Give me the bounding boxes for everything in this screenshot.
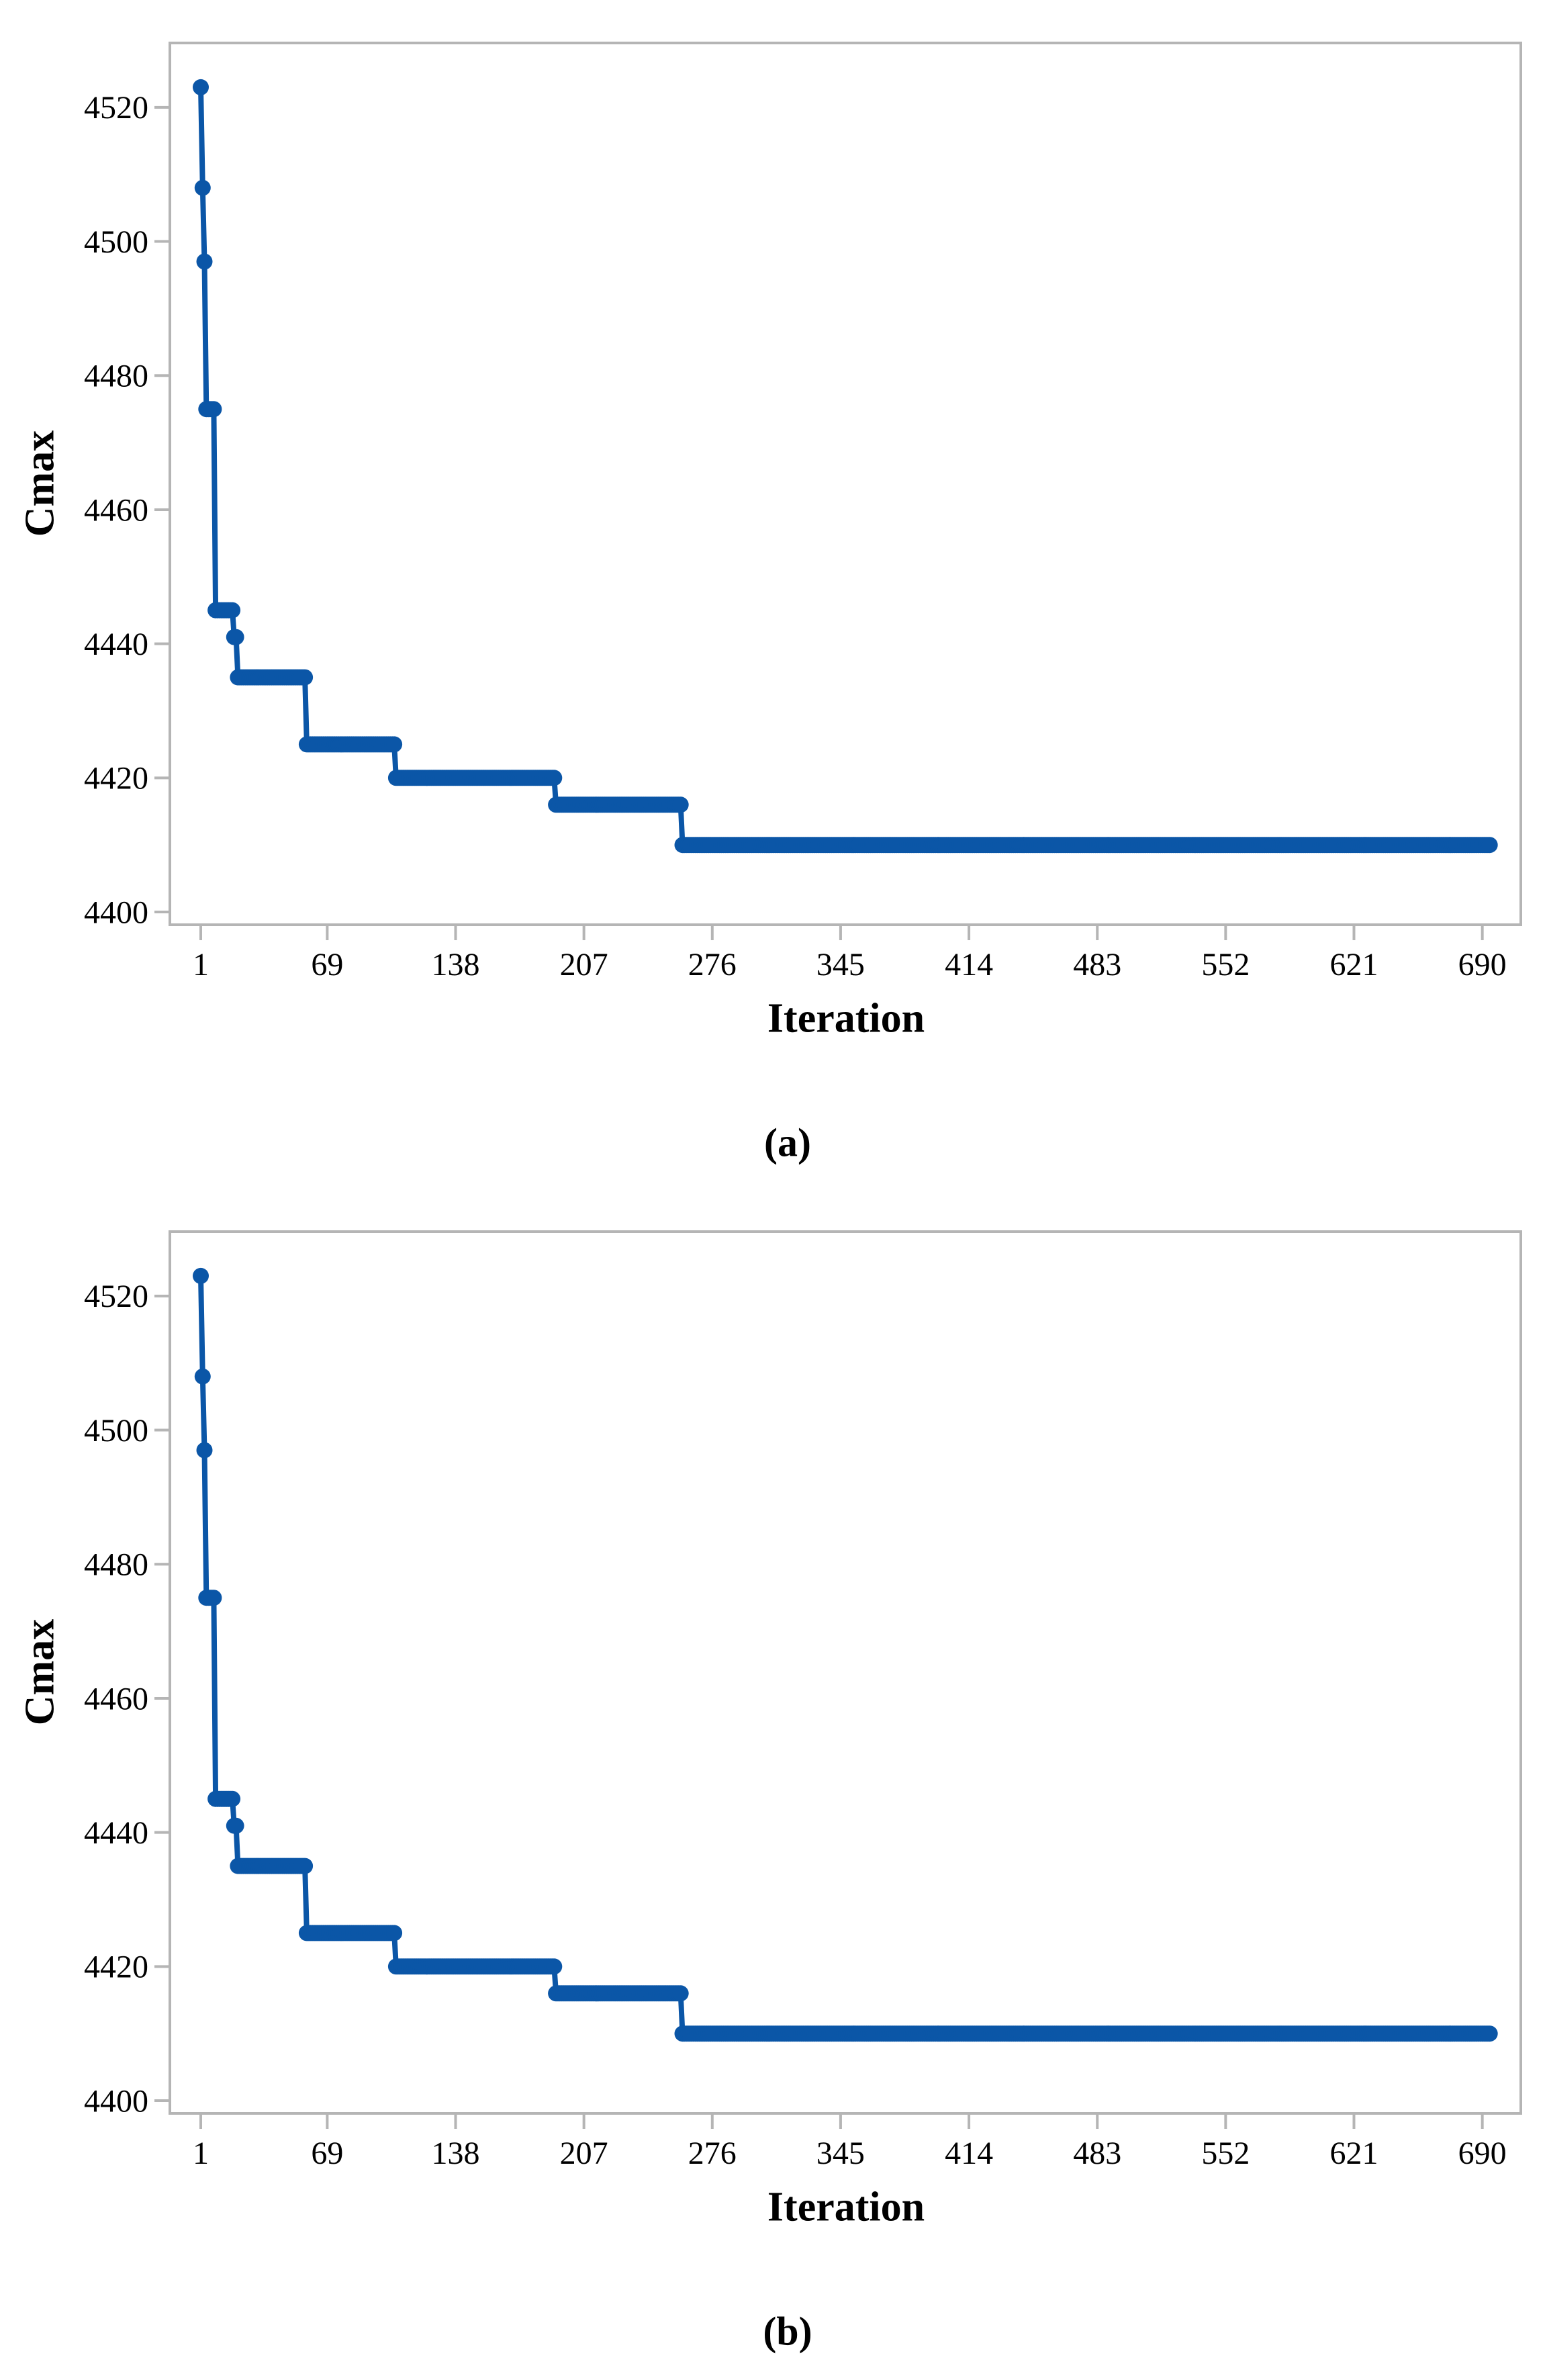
- plot-border: [169, 42, 1522, 926]
- chart-a-x-axis-title: Iteration: [767, 995, 925, 1042]
- x-axis: 1 69 138 207 276 345 414 483 552 621 690: [193, 2113, 1507, 2171]
- y-tick-label: 4460: [84, 492, 148, 528]
- y-axis: 4400 4420 4440 4460 4480 4500 4520: [84, 1279, 170, 2119]
- data-point: [386, 1925, 403, 1941]
- x-tick-label: 69: [311, 947, 343, 982]
- y-tick-label: 4400: [84, 2083, 148, 2119]
- data-point: [193, 1267, 209, 1284]
- data-point: [672, 1985, 689, 2002]
- x-tick-label: 276: [688, 2136, 737, 2171]
- x-tick-label: 138: [432, 947, 480, 982]
- data-point: [205, 1590, 222, 1606]
- chart-b-x-axis-title: Iteration: [767, 2184, 925, 2230]
- x-tick-label: 1: [193, 947, 209, 982]
- y-tick-label: 4460: [84, 1681, 148, 1717]
- y-tick-label: 4480: [84, 359, 148, 394]
- y-tick-label: 4420: [84, 1950, 148, 1985]
- x-tick-label: 276: [688, 947, 737, 982]
- data-point: [386, 736, 403, 753]
- data-point: [224, 602, 241, 619]
- x-tick-label: 621: [1330, 2136, 1378, 2171]
- data-point: [205, 401, 222, 418]
- data-point: [1481, 2025, 1498, 2042]
- y-axis: 4400 4420 4440 4460 4480 4500 4520: [84, 90, 170, 930]
- data-point: [193, 79, 209, 95]
- chart-b-plot-svg: 4400 4420 4440 4460 4480 4500 4520 1 69 138 207 276…: [84, 1230, 1522, 2171]
- y-tick-label: 4520: [84, 90, 148, 126]
- chart-b-y-axis-title: Cmax: [17, 1618, 63, 1726]
- y-tick-label: 4480: [84, 1547, 148, 1583]
- x-tick-label: 483: [1073, 2136, 1121, 2171]
- y-tick-label: 4440: [84, 627, 148, 662]
- y-tick-label: 4440: [84, 1815, 148, 1851]
- data-point: [228, 629, 244, 645]
- x-tick-label: 345: [816, 2136, 865, 2171]
- data-point: [224, 1790, 241, 1807]
- chart-a-caption: (a): [764, 1120, 811, 1165]
- data-point: [196, 1442, 213, 1459]
- x-tick-label: 69: [311, 2136, 343, 2171]
- chart-a-plot-svg: 4400 4420 4440 4460 4480 4500 4520 1 69 138 207 276…: [84, 42, 1522, 982]
- y-tick-label: 4520: [84, 1279, 148, 1314]
- x-tick-label: 1: [193, 2136, 209, 2171]
- chart-a-y-axis-title: Cmax: [17, 430, 63, 537]
- x-tick-label: 414: [945, 947, 993, 982]
- plot-border: [169, 1230, 1522, 2115]
- x-axis: 1 69 138 207 276 345 414 483 552 621 690: [193, 925, 1507, 982]
- x-tick-label: 690: [1458, 947, 1507, 982]
- y-tick-label: 4400: [84, 895, 148, 930]
- data-point: [194, 1368, 211, 1385]
- chart-b: 4400 4420 4440 4460 4480 4500 4520 1 69 138 207 276…: [0, 1189, 1547, 2380]
- y-tick-label: 4500: [84, 1413, 148, 1449]
- series-cmax: [193, 1267, 1498, 2042]
- chart-a: 4400 4420 4440 4460 4480 4500 4520 1 69 138 207 276…: [0, 0, 1547, 1189]
- data-point: [672, 796, 689, 813]
- x-tick-label: 690: [1458, 2136, 1507, 2171]
- x-tick-label: 207: [560, 2136, 608, 2171]
- x-tick-label: 552: [1201, 2136, 1250, 2171]
- chart-b-caption: (b): [763, 2309, 812, 2354]
- data-point: [1481, 837, 1498, 854]
- series-cmax: [193, 79, 1498, 854]
- x-tick-label: 483: [1073, 947, 1121, 982]
- data-point: [228, 1817, 244, 1834]
- x-tick-label: 138: [432, 2136, 480, 2171]
- data-point: [297, 669, 314, 686]
- data-point: [546, 1958, 563, 1975]
- x-tick-label: 621: [1330, 947, 1378, 982]
- data-point: [546, 770, 563, 786]
- y-tick-label: 4420: [84, 761, 148, 796]
- data-point: [194, 179, 211, 196]
- x-tick-label: 552: [1201, 947, 1250, 982]
- data-point: [297, 1858, 314, 1874]
- x-tick-label: 414: [945, 2136, 993, 2171]
- data-point: [196, 253, 213, 270]
- x-tick-label: 207: [560, 947, 608, 982]
- x-tick-label: 345: [816, 947, 865, 982]
- y-tick-label: 4500: [84, 224, 148, 260]
